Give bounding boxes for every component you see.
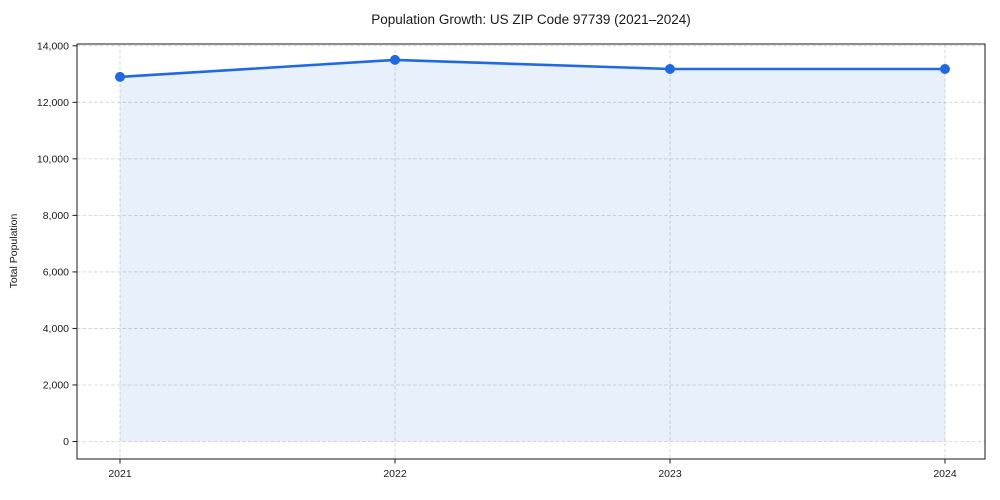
y-tick-label: 12,000 bbox=[37, 97, 69, 109]
x-tick-label: 2022 bbox=[383, 468, 407, 480]
area-fill bbox=[120, 59, 945, 442]
data-points bbox=[115, 54, 950, 82]
y-axis-label: Total Population bbox=[8, 213, 20, 288]
data-point-2023 bbox=[665, 64, 675, 74]
series-area-fill bbox=[120, 59, 945, 442]
axis-ticks bbox=[72, 45, 946, 464]
gridlines bbox=[77, 44, 985, 459]
y-tick-label: 2,000 bbox=[43, 380, 69, 392]
data-point-2024 bbox=[940, 64, 950, 74]
data-line bbox=[118, 58, 947, 79]
y-tick-label: 6,000 bbox=[43, 267, 69, 279]
chart-title: Population Growth: US ZIP Code 97739 (20… bbox=[371, 12, 690, 27]
y-tick-label: 14,000 bbox=[37, 40, 69, 52]
plot-border bbox=[76, 43, 986, 460]
data-point-2021 bbox=[115, 71, 125, 82]
y-tick-label: 0 bbox=[63, 436, 69, 448]
x-tick-label: 2024 bbox=[933, 468, 957, 480]
axis-tick-labels: 0 2,000 4,000 6,000 8,000 10,000 12,000 14,000 2… bbox=[37, 40, 957, 480]
y-tick-label: 10,000 bbox=[37, 153, 69, 165]
x-tick-label: 2021 bbox=[108, 468, 132, 480]
x-tick-label: 2023 bbox=[658, 468, 682, 480]
y-tick-label: 4,000 bbox=[43, 323, 69, 335]
data-point-2022 bbox=[390, 54, 400, 65]
series-line bbox=[118, 58, 947, 79]
y-tick-label: 8,000 bbox=[43, 210, 69, 222]
